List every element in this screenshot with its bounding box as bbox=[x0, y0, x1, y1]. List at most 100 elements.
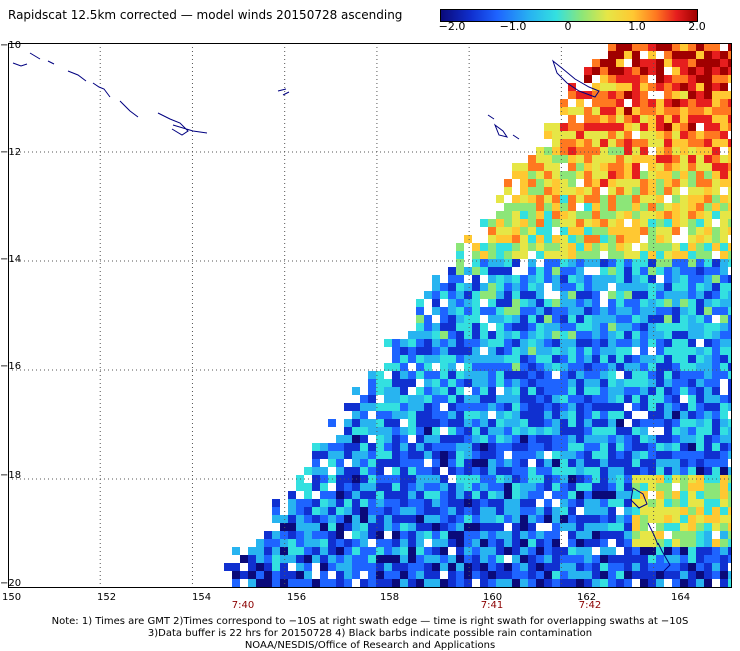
wind-cell bbox=[400, 531, 408, 539]
wind-cell bbox=[336, 467, 344, 475]
wind-cell bbox=[664, 51, 672, 59]
wind-cell bbox=[424, 379, 432, 387]
wind-cell bbox=[376, 531, 384, 539]
wind-cell bbox=[536, 531, 544, 539]
wind-cell bbox=[664, 83, 672, 91]
wind-cell bbox=[504, 563, 512, 571]
lat-label: −10 bbox=[0, 40, 22, 51]
wind-cell bbox=[616, 555, 624, 563]
wind-cell bbox=[416, 387, 424, 395]
wind-cell bbox=[296, 555, 304, 563]
wind-cell bbox=[728, 211, 732, 219]
wind-cell bbox=[624, 483, 632, 491]
wind-cell bbox=[720, 571, 728, 579]
wind-cell bbox=[488, 547, 496, 555]
wind-cell bbox=[664, 435, 672, 443]
wind-cell bbox=[608, 171, 616, 179]
wind-cell bbox=[648, 459, 656, 467]
wind-cell bbox=[552, 251, 560, 259]
wind-cell bbox=[544, 299, 552, 307]
wind-cell bbox=[296, 539, 304, 547]
wind-cell bbox=[680, 467, 688, 475]
wind-cell bbox=[480, 531, 488, 539]
wind-cell bbox=[552, 315, 560, 323]
wind-cell bbox=[624, 203, 632, 211]
wind-cell bbox=[608, 483, 616, 491]
wind-cell bbox=[368, 427, 376, 435]
wind-cell bbox=[432, 403, 440, 411]
wind-cell bbox=[432, 563, 440, 571]
wind-cell bbox=[408, 515, 416, 523]
wind-cell bbox=[608, 443, 616, 451]
wind-cell bbox=[664, 387, 672, 395]
wind-cell bbox=[560, 147, 568, 155]
wind-cell bbox=[472, 459, 480, 467]
wind-cell bbox=[448, 315, 456, 323]
wind-cell bbox=[672, 131, 680, 139]
wind-cell bbox=[456, 467, 464, 475]
wind-cell bbox=[576, 515, 584, 523]
wind-cell bbox=[456, 507, 464, 515]
wind-cell bbox=[592, 251, 600, 259]
wind-cell bbox=[680, 83, 688, 91]
wind-cell bbox=[544, 539, 552, 547]
wind-cell bbox=[544, 195, 552, 203]
wind-cell bbox=[264, 555, 272, 563]
wind-cell bbox=[560, 403, 568, 411]
wind-cell bbox=[528, 347, 536, 355]
wind-cell bbox=[560, 187, 568, 195]
wind-cell bbox=[576, 107, 584, 115]
wind-cell bbox=[672, 203, 680, 211]
wind-cell bbox=[584, 163, 592, 171]
wind-cell bbox=[408, 563, 416, 571]
wind-cell bbox=[456, 251, 464, 259]
wind-cell bbox=[480, 363, 488, 371]
lon-label: 150 bbox=[2, 592, 22, 603]
wind-cell bbox=[704, 483, 712, 491]
wind-cell bbox=[728, 299, 732, 307]
wind-cell bbox=[728, 355, 732, 363]
wind-cell bbox=[416, 331, 424, 339]
wind-cell bbox=[408, 451, 416, 459]
wind-cell bbox=[592, 499, 600, 507]
wind-cell bbox=[416, 307, 424, 315]
wind-cell bbox=[600, 315, 608, 323]
wind-cell bbox=[344, 515, 352, 523]
wind-cell bbox=[416, 347, 424, 355]
wind-cell bbox=[632, 371, 640, 379]
wind-cell bbox=[448, 387, 456, 395]
wind-cell bbox=[416, 491, 424, 499]
wind-cell bbox=[536, 155, 544, 163]
wind-cell bbox=[544, 203, 552, 211]
wind-cell bbox=[648, 395, 656, 403]
wind-cell bbox=[712, 419, 720, 427]
wind-cell bbox=[528, 187, 536, 195]
wind-cell bbox=[576, 299, 584, 307]
wind-cell bbox=[576, 563, 584, 571]
wind-cell bbox=[616, 499, 624, 507]
wind-cell bbox=[640, 507, 648, 515]
wind-cell bbox=[488, 371, 496, 379]
wind-cell bbox=[640, 299, 648, 307]
wind-cell bbox=[248, 555, 256, 563]
wind-cell bbox=[632, 507, 640, 515]
wind-cell bbox=[632, 451, 640, 459]
wind-cell bbox=[568, 91, 576, 99]
wind-cell bbox=[648, 371, 656, 379]
wind-cell bbox=[720, 435, 728, 443]
wind-cell bbox=[728, 291, 732, 299]
wind-cell bbox=[688, 91, 696, 99]
wind-cell bbox=[616, 307, 624, 315]
wind-cell bbox=[712, 451, 720, 459]
wind-cell bbox=[560, 291, 568, 299]
wind-cell bbox=[496, 251, 504, 259]
wind-cell bbox=[384, 547, 392, 555]
wind-cell bbox=[528, 283, 536, 291]
wind-cell bbox=[656, 315, 664, 323]
wind-cell bbox=[336, 491, 344, 499]
wind-cell bbox=[432, 291, 440, 299]
wind-cell bbox=[632, 355, 640, 363]
wind-cell bbox=[680, 419, 688, 427]
wind-cell bbox=[704, 107, 712, 115]
wind-cell bbox=[472, 307, 480, 315]
